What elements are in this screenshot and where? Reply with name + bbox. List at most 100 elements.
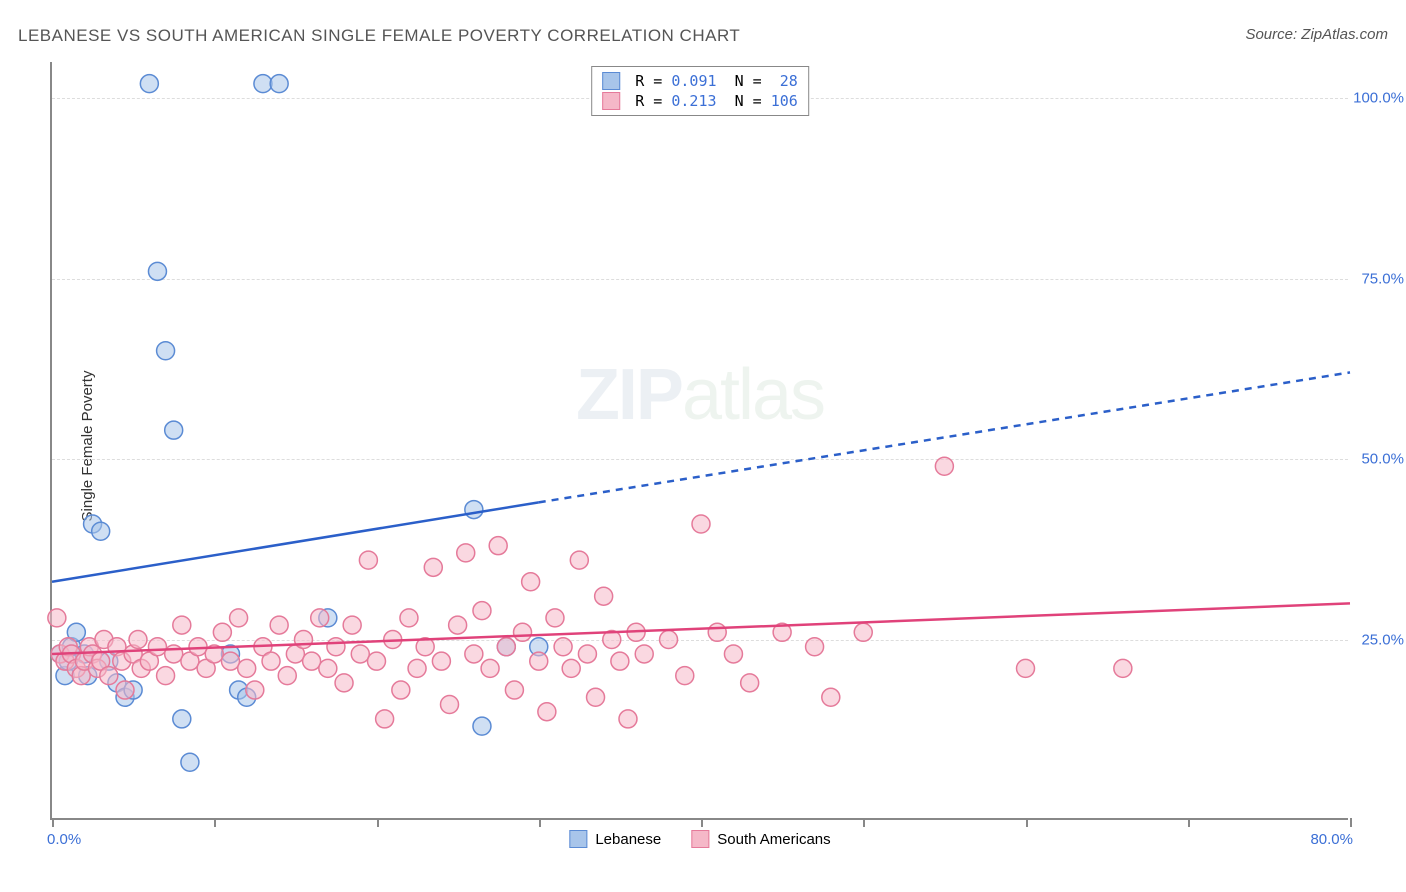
data-point (270, 616, 288, 634)
data-point (546, 609, 564, 627)
x-axis-min-label: 0.0% (47, 831, 81, 848)
data-point (48, 609, 66, 627)
trend-line-dashed (539, 372, 1350, 502)
y-tick-label: 100.0% (1353, 90, 1404, 107)
data-point (140, 75, 158, 93)
x-tick (1350, 818, 1352, 827)
chart-plot-area: ZIPatlas 25.0%50.0%75.0%100.0% R = 0.091… (50, 62, 1348, 820)
data-point (100, 667, 118, 685)
data-point (497, 638, 515, 656)
data-point (303, 652, 321, 670)
data-point (587, 688, 605, 706)
series-legend-item: Lebanese (569, 830, 661, 848)
legend-swatch (569, 830, 587, 848)
y-tick-label: 75.0% (1361, 270, 1404, 287)
data-point (408, 659, 426, 677)
data-point (165, 421, 183, 439)
data-point (562, 659, 580, 677)
correlation-legend: R = 0.091 N = 28 R = 0.213 N = 106 (591, 66, 809, 116)
x-tick (701, 818, 703, 827)
series-legend-item: South Americans (691, 830, 830, 848)
x-tick (539, 818, 541, 827)
data-point (319, 659, 337, 677)
data-point (692, 515, 710, 533)
data-point (530, 652, 548, 670)
data-point (254, 75, 272, 93)
data-point (481, 659, 499, 677)
data-point (376, 710, 394, 728)
legend-stats: R = 0.213 N = 106 (626, 92, 798, 110)
data-point (343, 616, 361, 634)
data-point (473, 717, 491, 735)
data-point (359, 551, 377, 569)
data-point (635, 645, 653, 663)
data-point (262, 652, 280, 670)
data-point (935, 457, 953, 475)
x-tick (214, 818, 216, 827)
x-axis-max-label: 80.0% (1310, 831, 1353, 848)
y-tick-label: 25.0% (1361, 631, 1404, 648)
data-point (473, 602, 491, 620)
data-point (400, 609, 418, 627)
data-point (230, 609, 248, 627)
data-point (741, 674, 759, 692)
data-point (822, 688, 840, 706)
data-point (708, 623, 726, 641)
data-point (270, 75, 288, 93)
data-point (335, 674, 353, 692)
data-point (489, 537, 507, 555)
data-point (465, 645, 483, 663)
legend-label: South Americans (717, 831, 830, 848)
data-point (368, 652, 386, 670)
data-point (554, 638, 572, 656)
data-point (213, 623, 231, 641)
legend-swatch (602, 72, 620, 90)
data-point (465, 501, 483, 519)
data-point (311, 609, 329, 627)
legend-row: R = 0.091 N = 28 (602, 71, 798, 91)
data-point (578, 645, 596, 663)
data-point (173, 616, 191, 634)
data-point (351, 645, 369, 663)
data-point (514, 623, 532, 641)
data-point (189, 638, 207, 656)
data-point (246, 681, 264, 699)
legend-label: Lebanese (595, 831, 661, 848)
data-point (424, 558, 442, 576)
data-point (1017, 659, 1035, 677)
data-point (570, 551, 588, 569)
data-point (806, 638, 824, 656)
data-point (854, 623, 872, 641)
data-point (148, 638, 166, 656)
data-point (327, 638, 345, 656)
chart-title: LEBANESE VS SOUTH AMERICAN SINGLE FEMALE… (18, 26, 740, 46)
x-tick (863, 818, 865, 827)
source-attribution: Source: ZipAtlas.com (1245, 26, 1388, 43)
series-legend: Lebanese South Americans (569, 830, 830, 848)
data-point (538, 703, 556, 721)
data-point (619, 710, 637, 728)
x-tick (377, 818, 379, 827)
trend-line (52, 502, 539, 581)
data-point (165, 645, 183, 663)
data-point (432, 652, 450, 670)
data-point (238, 659, 256, 677)
data-point (92, 522, 110, 540)
x-tick (52, 818, 54, 827)
data-point (157, 667, 175, 685)
data-point (1114, 659, 1132, 677)
data-point (611, 652, 629, 670)
trend-line (52, 603, 1350, 654)
data-point (392, 681, 410, 699)
legend-stats: R = 0.091 N = 28 (626, 72, 798, 90)
data-point (294, 631, 312, 649)
data-point (441, 695, 459, 713)
scatter-plot-svg (52, 62, 1348, 818)
legend-swatch (602, 92, 620, 110)
x-tick (1026, 818, 1028, 827)
legend-swatch (691, 830, 709, 848)
data-point (724, 645, 742, 663)
data-point (157, 342, 175, 360)
data-point (173, 710, 191, 728)
data-point (676, 667, 694, 685)
